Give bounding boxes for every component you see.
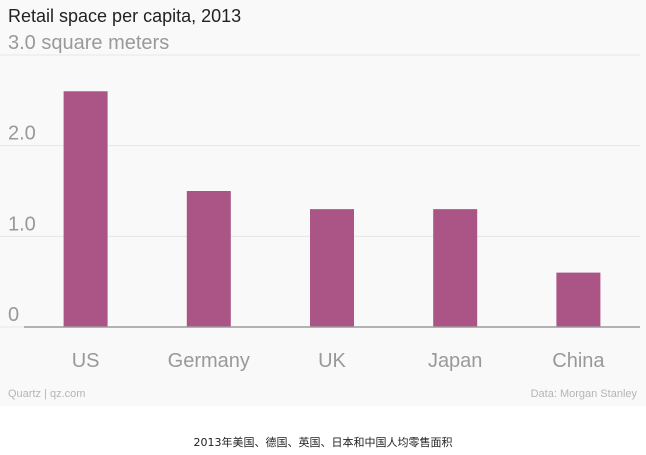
y-tick-label: 0 (8, 304, 19, 326)
y-tick-label: 2.0 (8, 123, 36, 145)
chart-card: Retail space per capita, 2013 0 1.0 2.0 3.0… (0, 6, 640, 400)
bar-chart: 0 1.0 2.0 3.0 square meters US Germany UK Japan… (0, 32, 640, 400)
y-tick-label: 3.0 square meters (8, 32, 169, 54)
data-source: Data: Morgan Stanley (531, 388, 638, 400)
y-tick-label: 1.0 (8, 213, 36, 235)
x-tick-label: China (552, 350, 605, 372)
bar-uk (310, 209, 354, 327)
bar-japan (433, 209, 478, 327)
bar-us (63, 91, 108, 328)
source-credit: Quartz | qz.com (8, 388, 85, 400)
bar-china (556, 272, 601, 327)
chart-caption: 2013年美国、德国、英国、日本和中国人均零售面积 (193, 436, 453, 449)
bar-germany (186, 191, 231, 327)
x-tick-label: Germany (168, 350, 250, 372)
x-tick-label: US (72, 350, 100, 372)
x-tick-label: UK (318, 350, 346, 372)
x-tick-label: Japan (428, 350, 483, 372)
chart-title: Retail space per capita, 2013 (8, 6, 242, 26)
